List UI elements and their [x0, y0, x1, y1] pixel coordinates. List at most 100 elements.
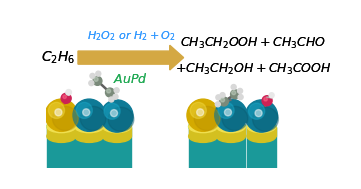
- Ellipse shape: [189, 120, 218, 133]
- Circle shape: [232, 91, 236, 95]
- Circle shape: [262, 96, 272, 106]
- Ellipse shape: [103, 120, 131, 133]
- Ellipse shape: [47, 120, 76, 133]
- Ellipse shape: [103, 120, 131, 133]
- Circle shape: [264, 98, 268, 101]
- Circle shape: [90, 73, 95, 78]
- Circle shape: [215, 102, 220, 107]
- Circle shape: [215, 99, 247, 131]
- Circle shape: [269, 93, 274, 98]
- Circle shape: [249, 103, 265, 119]
- Circle shape: [96, 71, 101, 76]
- Ellipse shape: [80, 106, 106, 131]
- Circle shape: [197, 109, 204, 116]
- Circle shape: [48, 102, 65, 119]
- Circle shape: [109, 97, 114, 102]
- Ellipse shape: [217, 120, 245, 133]
- Circle shape: [73, 99, 105, 131]
- Circle shape: [238, 88, 243, 93]
- Ellipse shape: [75, 120, 104, 133]
- Text: $\mathit{CH_3CH_2OOH + CH_3CHO}$: $\mathit{CH_3CH_2OOH + CH_3CHO}$: [180, 36, 326, 51]
- FancyArrow shape: [78, 45, 184, 70]
- Circle shape: [255, 110, 262, 117]
- Ellipse shape: [247, 120, 276, 133]
- Circle shape: [225, 109, 231, 116]
- Circle shape: [76, 102, 92, 119]
- Circle shape: [113, 94, 118, 99]
- Bar: [103, 126, 131, 171]
- Ellipse shape: [47, 165, 76, 177]
- Circle shape: [110, 110, 118, 117]
- Ellipse shape: [47, 130, 76, 143]
- Ellipse shape: [217, 120, 245, 133]
- Circle shape: [55, 109, 62, 116]
- Ellipse shape: [75, 165, 104, 177]
- Ellipse shape: [43, 170, 79, 177]
- Circle shape: [114, 88, 119, 93]
- Ellipse shape: [108, 107, 134, 131]
- Text: $\mathit{C_2H_6}$: $\mathit{C_2H_6}$: [42, 49, 76, 66]
- Circle shape: [83, 109, 90, 116]
- Bar: [247, 126, 276, 171]
- Ellipse shape: [194, 106, 220, 131]
- Ellipse shape: [189, 165, 218, 177]
- Bar: [47, 126, 76, 171]
- Circle shape: [216, 95, 221, 100]
- Circle shape: [63, 95, 66, 98]
- Bar: [217, 126, 245, 171]
- Text: $\mathit{+ CH_3CH_2OH + CH_3COOH}$: $\mathit{+ CH_3CH_2OH + CH_3COOH}$: [175, 62, 331, 77]
- Text: $\mathit{C_2H_6}$: $\mathit{C_2H_6}$: [42, 49, 76, 66]
- Bar: [103, 126, 131, 136]
- Ellipse shape: [99, 170, 135, 177]
- Circle shape: [45, 99, 78, 131]
- Ellipse shape: [185, 170, 221, 177]
- Circle shape: [106, 89, 110, 93]
- Circle shape: [61, 93, 71, 103]
- Bar: [75, 126, 104, 136]
- Ellipse shape: [189, 130, 218, 143]
- Ellipse shape: [52, 106, 78, 131]
- Circle shape: [190, 102, 206, 119]
- Bar: [189, 126, 218, 171]
- Ellipse shape: [253, 107, 278, 131]
- Circle shape: [105, 88, 114, 97]
- Bar: [217, 126, 245, 136]
- Text: $\mathit{+ CH_3CH_2OH + CH_3COOH}$: $\mathit{+ CH_3CH_2OH + CH_3COOH}$: [175, 62, 331, 77]
- Ellipse shape: [75, 130, 104, 143]
- Bar: [47, 126, 76, 136]
- Ellipse shape: [247, 120, 276, 133]
- Circle shape: [231, 90, 239, 99]
- Ellipse shape: [213, 170, 249, 177]
- Circle shape: [219, 97, 229, 106]
- Circle shape: [187, 99, 219, 131]
- Ellipse shape: [222, 106, 248, 131]
- Circle shape: [245, 100, 278, 132]
- Bar: [189, 126, 218, 136]
- Ellipse shape: [189, 120, 218, 133]
- Circle shape: [94, 77, 98, 81]
- Circle shape: [231, 84, 236, 90]
- Bar: [75, 126, 104, 171]
- Circle shape: [101, 100, 133, 132]
- Circle shape: [104, 103, 120, 119]
- Text: $\mathit{CH_3CH_2OOH + CH_3CHO}$: $\mathit{CH_3CH_2OOH + CH_3CHO}$: [180, 36, 326, 51]
- Circle shape: [221, 98, 225, 102]
- Circle shape: [218, 102, 234, 119]
- Text: $\mathit{AuPd}$: $\mathit{AuPd}$: [113, 72, 148, 86]
- Ellipse shape: [243, 170, 279, 177]
- Text: $\mathit{H_2O_2\ or\ H_2+O_2}$: $\mathit{H_2O_2\ or\ H_2+O_2}$: [87, 29, 175, 43]
- Ellipse shape: [103, 165, 131, 177]
- Ellipse shape: [71, 170, 107, 177]
- Ellipse shape: [247, 165, 276, 177]
- Circle shape: [220, 93, 225, 98]
- Circle shape: [93, 76, 102, 85]
- Ellipse shape: [247, 130, 276, 143]
- Circle shape: [66, 90, 71, 95]
- Ellipse shape: [103, 130, 131, 143]
- Circle shape: [89, 81, 94, 86]
- Ellipse shape: [75, 120, 104, 133]
- Bar: [247, 126, 276, 136]
- Circle shape: [238, 94, 243, 100]
- Ellipse shape: [217, 165, 245, 177]
- Text: $\mathit{H_2O_2\ or\ H_2+O_2}$: $\mathit{H_2O_2\ or\ H_2+O_2}$: [87, 29, 175, 43]
